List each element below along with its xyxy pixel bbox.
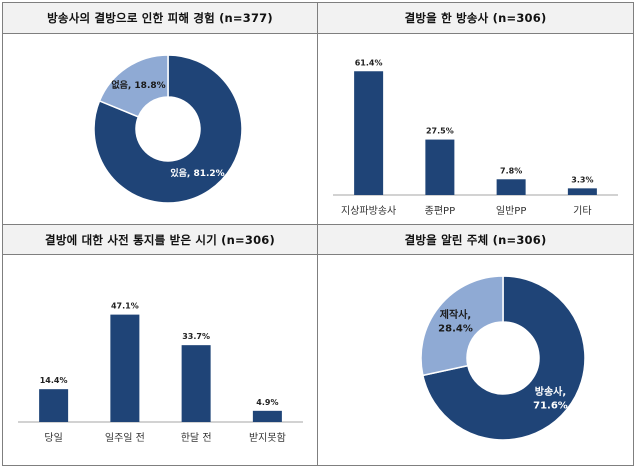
data-label-4: 3.3% [571, 175, 593, 184]
donut-slice-2 [98, 54, 169, 118]
broadcaster-bar-chart: 61.4% 지상파방송사 27.5% 종편PP 7.8% 일반PP 3.3% 기타 [333, 58, 618, 217]
donut-slice-1 [93, 54, 243, 204]
damage-chart-panel: 있음, 81.2% 없음, 18.8% [3, 34, 318, 224]
bar-2 [110, 314, 140, 422]
bar-1 [354, 71, 384, 195]
data-label-2: 27.5% [426, 127, 454, 136]
notifier-chart-panel: 방송사, 71.6% 제작사, 28.4% [318, 255, 633, 465]
bar-2 [425, 139, 455, 195]
data-label-3: 33.7% [182, 332, 210, 341]
category-label-3: 일반PP [496, 205, 526, 217]
donut-slice-1 [421, 275, 586, 441]
bar-1 [39, 389, 69, 422]
slice-label-1: 방송사, 71.6% [533, 385, 568, 412]
notifier-donut-chart: 방송사, 71.6% 제작사, 28.4% [420, 275, 586, 441]
broadcaster-chart-panel: 61.4% 지상파방송사 27.5% 종편PP 7.8% 일반PP 3.3% 기타 [318, 34, 633, 224]
notice-chart-title: 결방에 대한 사전 통지를 받은 시기 (n=306) [3, 224, 318, 255]
data-label-4: 4.9% [256, 398, 278, 407]
category-label-3: 한달 전 [181, 432, 212, 444]
bar-4 [567, 188, 597, 195]
data-label-1: 14.4% [40, 376, 68, 385]
category-label-4: 기타 [573, 205, 591, 217]
notice-bar-chart: 14.4% 당일 47.1% 일주일 전 33.7% 한달 전 4.9% 받지못함 [18, 302, 303, 444]
bar-3 [181, 345, 211, 422]
damage-donut-chart: 있음, 81.2% 없음, 18.8% [93, 54, 243, 204]
bar-3 [496, 179, 526, 195]
category-label-4: 받지못함 [249, 432, 286, 444]
slice-label-2: 제작사, 28.4% [438, 308, 473, 335]
notifier-chart-title: 결방을 알린 주체 (n=306) [318, 224, 633, 255]
notice-chart-panel: 14.4% 당일 47.1% 일주일 전 33.7% 한달 전 4.9% 받지못함 [3, 255, 318, 465]
data-label-2: 47.1% [111, 302, 139, 311]
slice-label-1: 있음, 81.2% [170, 167, 224, 179]
damage-chart-title: 방송사의 결방으로 인한 피해 경험 (n=377) [3, 3, 318, 34]
broadcaster-chart-title: 결방을 한 방송사 (n=306) [318, 3, 633, 34]
category-label-1: 당일 [44, 432, 62, 444]
category-label-2: 일주일 전 [105, 432, 145, 444]
donut-slice-2 [420, 275, 504, 377]
data-label-3: 7.8% [500, 166, 522, 175]
data-label-1: 61.4% [355, 58, 383, 67]
category-label-1: 지상파방송사 [341, 205, 396, 217]
category-label-2: 종편PP [425, 205, 455, 217]
slice-label-2: 없음, 18.8% [111, 79, 165, 91]
bar-4 [252, 410, 282, 422]
